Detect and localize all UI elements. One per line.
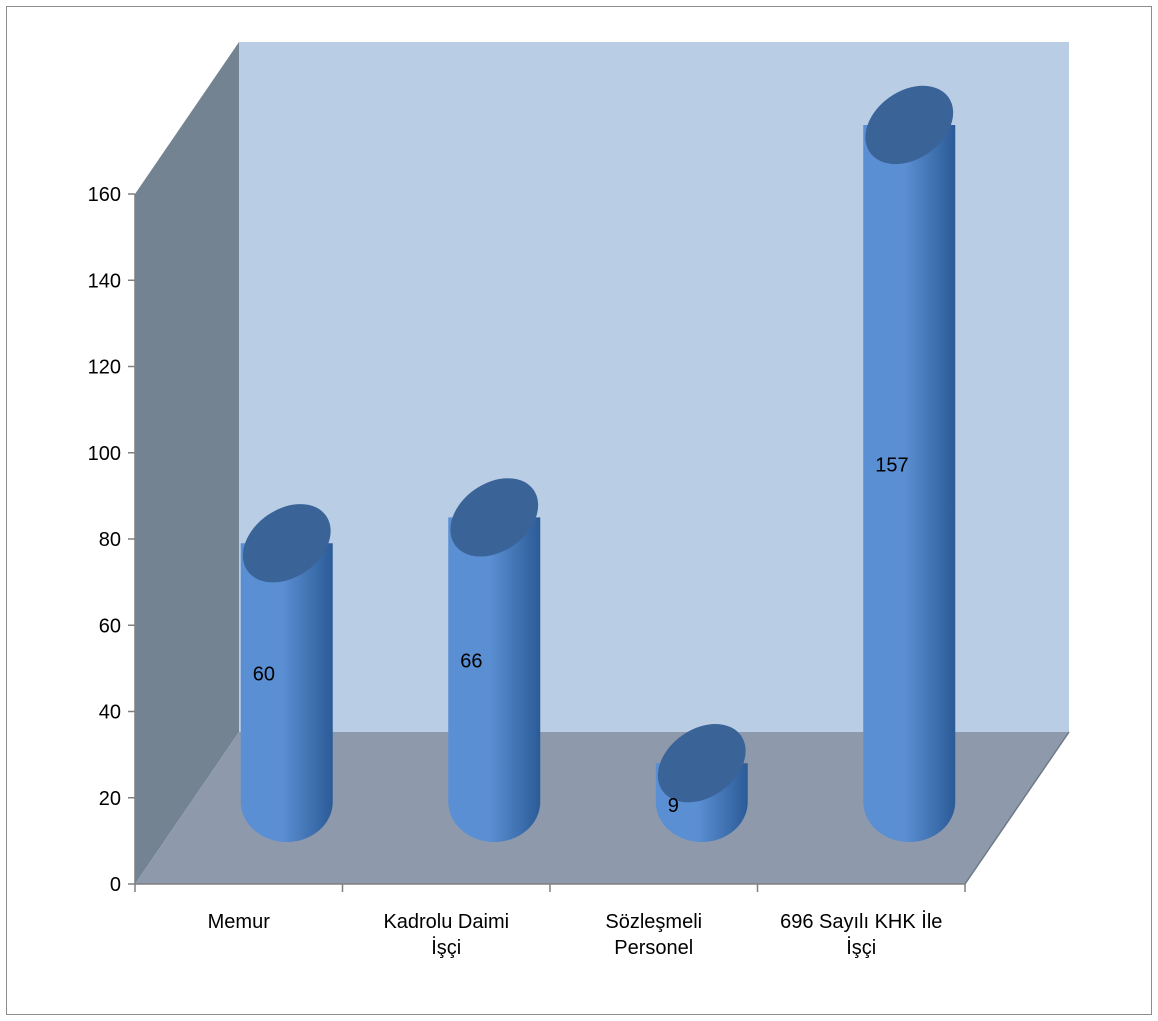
category-label: 696 Sayılı KHK İle <box>780 910 942 933</box>
bar-top <box>865 85 954 165</box>
category-label: Kadrolu Daimi <box>383 911 509 933</box>
category-label: İşçi <box>846 936 876 959</box>
category-label: İşçi <box>431 936 461 959</box>
category-label: Sözleşmeli <box>605 911 702 933</box>
bar-body <box>863 124 956 842</box>
bar-cylinder <box>448 478 541 842</box>
bar-top <box>242 504 331 583</box>
y-tick-label: 80 <box>99 529 121 551</box>
bar-cylinder <box>863 85 956 842</box>
bar-body <box>448 517 541 842</box>
y-tick-label: 0 <box>110 874 121 896</box>
bar-top <box>450 478 539 557</box>
side-wall <box>135 42 239 884</box>
bar-cylinder <box>655 724 748 842</box>
y-tick-label: 140 <box>88 270 121 292</box>
category-label: Memur <box>208 911 271 933</box>
category-label: Personel <box>614 937 693 959</box>
bar-top <box>657 724 746 803</box>
floor-edge <box>964 731 1070 885</box>
data-label: 9 <box>668 795 679 817</box>
y-tick-label: 20 <box>99 788 121 810</box>
bar-body <box>240 543 333 842</box>
chart-frame: 0 20 40 60 80 100 120 140 160 60 Memur 66 Kadrolu Da… <box>6 6 1152 1015</box>
data-label: 66 <box>460 651 482 673</box>
bar-cylinder <box>240 504 333 842</box>
y-tick-label: 40 <box>99 702 121 724</box>
y-tick-label: 160 <box>88 184 121 206</box>
back-wall <box>239 42 1069 732</box>
floor <box>135 732 1069 884</box>
y-tick-label: 100 <box>88 443 121 465</box>
data-label: 157 <box>875 454 908 476</box>
y-tick-label: 120 <box>88 357 121 379</box>
data-label: 60 <box>253 664 275 686</box>
y-tick-label: 60 <box>99 615 121 637</box>
chart-svg: 0 20 40 60 80 100 120 140 160 60 Memur 66 Kadrolu Da… <box>88 42 1070 959</box>
